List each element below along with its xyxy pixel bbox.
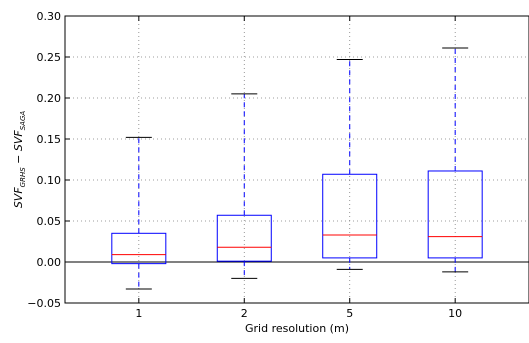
x-tick-label: 2 [241, 307, 248, 320]
iqr-box [427, 170, 483, 259]
x-axis-title: Grid resolution (m) [245, 322, 349, 335]
y-axis-title-base: SVF [12, 187, 25, 209]
y-tick-label: 0.30 [37, 10, 62, 23]
y-axis-title: SVFGRHS − SVFSAGA [12, 111, 27, 209]
iqr-box [322, 173, 378, 259]
y-tick-label: −0.05 [27, 297, 61, 310]
box-group-5 [322, 58, 378, 270]
box-group-2 [216, 93, 272, 279]
y-axis-title-sub2: SAGA [19, 111, 27, 131]
iqr-box [111, 232, 167, 265]
y-tick-label: 0.15 [37, 133, 62, 146]
boxes-layer [111, 47, 483, 290]
y-tick-label: 0.05 [37, 215, 62, 228]
y-axis-title-minus: − [12, 151, 25, 167]
y-tick-label: 0.10 [37, 174, 62, 187]
x-tick-label: 10 [448, 307, 462, 320]
y-axis-title-sub1: GRHS [19, 167, 27, 188]
x-tick-label: 1 [135, 307, 142, 320]
box-group-10 [427, 47, 483, 273]
x-tick-label: 5 [346, 307, 353, 320]
grid-layer [65, 15, 529, 304]
iqr-box [216, 214, 272, 262]
y-tick-label: 0.20 [37, 92, 62, 105]
box-group-1 [111, 136, 167, 290]
y-tick-labels: −0.05 0.00 0.05 0.10 0.15 0.20 0.25 0.30 [27, 10, 61, 310]
x-tick-labels: 1 2 5 10 [135, 307, 462, 320]
y-axis-title-base-2: SVF [12, 130, 25, 152]
y-tick-label: 0.25 [37, 51, 62, 64]
y-tick-label: 0.00 [37, 256, 62, 269]
plot-frame [64, 15, 529, 304]
ticks-layer [65, 15, 456, 304]
